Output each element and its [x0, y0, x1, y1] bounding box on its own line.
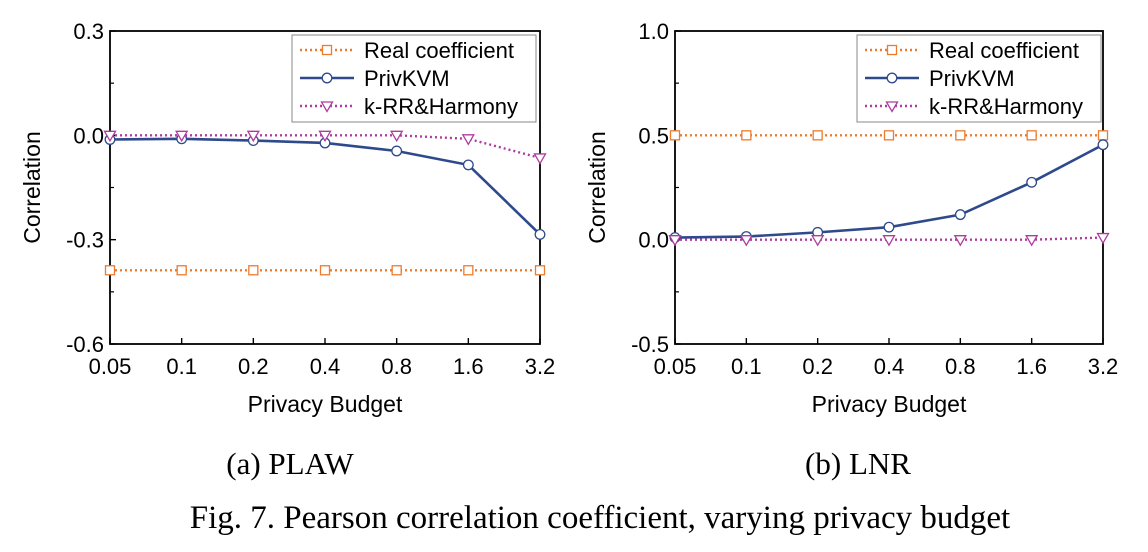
data-point [390, 130, 404, 143]
data-point [953, 235, 967, 247]
legend-label: Real coefficient [929, 38, 1079, 63]
data-point [1097, 139, 1109, 151]
data-point [391, 265, 402, 276]
data-point [318, 130, 332, 143]
data-point [811, 235, 825, 247]
x-tick-label: 0.05 [89, 354, 132, 379]
legend-marker [885, 101, 899, 113]
data-point [954, 209, 966, 221]
series-krr [103, 130, 547, 165]
legend-marker [320, 101, 334, 113]
legend-label: Real coefficient [364, 38, 514, 63]
x-tick-label: 0.1 [166, 354, 197, 379]
y-axis-label: Correlation [584, 131, 610, 244]
data-point [812, 130, 823, 141]
x-axis-label: Privacy Budget [812, 391, 967, 417]
legend-label: k-RR&Harmony [364, 94, 518, 119]
y-tick-label: 0.0 [638, 228, 669, 253]
x-tick-label: 0.8 [381, 354, 412, 379]
data-point [668, 235, 682, 247]
x-tick-label: 0.4 [874, 354, 905, 379]
x-tick-label: 3.2 [1088, 354, 1119, 379]
series-line [109, 137, 541, 236]
series-real [104, 265, 546, 276]
data-point [882, 235, 896, 247]
x-tick-label: 0.4 [310, 354, 341, 379]
data-point [741, 130, 752, 141]
data-point [1026, 130, 1037, 141]
data-point [175, 130, 189, 143]
data-point [391, 145, 403, 157]
data-point [104, 265, 116, 276]
data-point [176, 265, 187, 276]
series-privkvm [669, 139, 1109, 244]
data-point [534, 228, 546, 240]
y-tick-label: -0.5 [631, 332, 669, 357]
legend: Real coefficient PrivKVM k-RR&Harmony [291, 34, 537, 123]
data-point [103, 130, 117, 143]
series-privkvm [104, 133, 546, 240]
x-tick-label: 0.2 [802, 354, 833, 379]
data-point [248, 265, 259, 276]
y-tick-label: 1.0 [638, 19, 669, 44]
x-axis-label: Privacy Budget [248, 391, 403, 417]
legend-label: PrivKVM [929, 66, 1015, 91]
y-tick-label: -0.6 [66, 332, 104, 357]
data-point [246, 130, 260, 143]
legend-marker [321, 44, 333, 56]
legend-label: k-RR&Harmony [929, 94, 1083, 119]
data-point [463, 265, 474, 276]
subfigure-caption: (a) PLAW [226, 446, 354, 481]
y-tick-label: 0.3 [73, 19, 104, 44]
data-point [1026, 176, 1038, 188]
chart-panel-a: 0.05 0.1 0.2 0.4 0.8 1.6 3.2 0.3 0.0 -0.3 -0.6 Priv… [19, 19, 555, 481]
x-tick-label: 1.6 [453, 354, 484, 379]
y-tick-label: 0.5 [638, 123, 669, 148]
y-tick-label: -0.3 [66, 228, 104, 253]
legend-marker [886, 44, 898, 56]
data-point [669, 130, 681, 141]
data-point [533, 153, 547, 165]
y-axis-label: Correlation [19, 131, 45, 244]
x-tick-label: 0.1 [731, 354, 762, 379]
y-tick-label: 0.0 [73, 123, 104, 148]
data-point [883, 130, 895, 141]
data-point [319, 265, 331, 276]
series-real [669, 130, 1109, 141]
data-point [739, 235, 753, 247]
x-tick-label: 0.05 [654, 354, 697, 379]
series-krr [668, 232, 1110, 247]
legend-label: PrivKVM [364, 66, 450, 91]
subfigure-caption: (b) LNR [805, 446, 911, 481]
data-point [1096, 232, 1110, 245]
x-tick-label: 0.2 [238, 354, 269, 379]
legend-marker [886, 72, 898, 84]
figure-caption: Fig. 7. Pearson correlation coefficient,… [190, 500, 1010, 536]
x-tick-label: 3.2 [525, 354, 556, 379]
legend: Real coefficient PrivKVM k-RR&Harmony [856, 34, 1102, 123]
legend-marker [321, 72, 333, 84]
chart-panel-b: 0.05 0.1 0.2 0.4 0.8 1.6 3.2 1.0 0.5 0.0 -0.5 Priva… [584, 19, 1118, 481]
data-point [462, 159, 474, 171]
data-point [1097, 130, 1109, 141]
x-tick-label: 0.8 [945, 354, 976, 379]
data-point [883, 221, 895, 233]
data-point [461, 134, 475, 146]
data-point [1025, 235, 1039, 247]
x-tick-label: 1.6 [1016, 354, 1047, 379]
data-point [534, 265, 546, 276]
data-point [955, 130, 966, 141]
